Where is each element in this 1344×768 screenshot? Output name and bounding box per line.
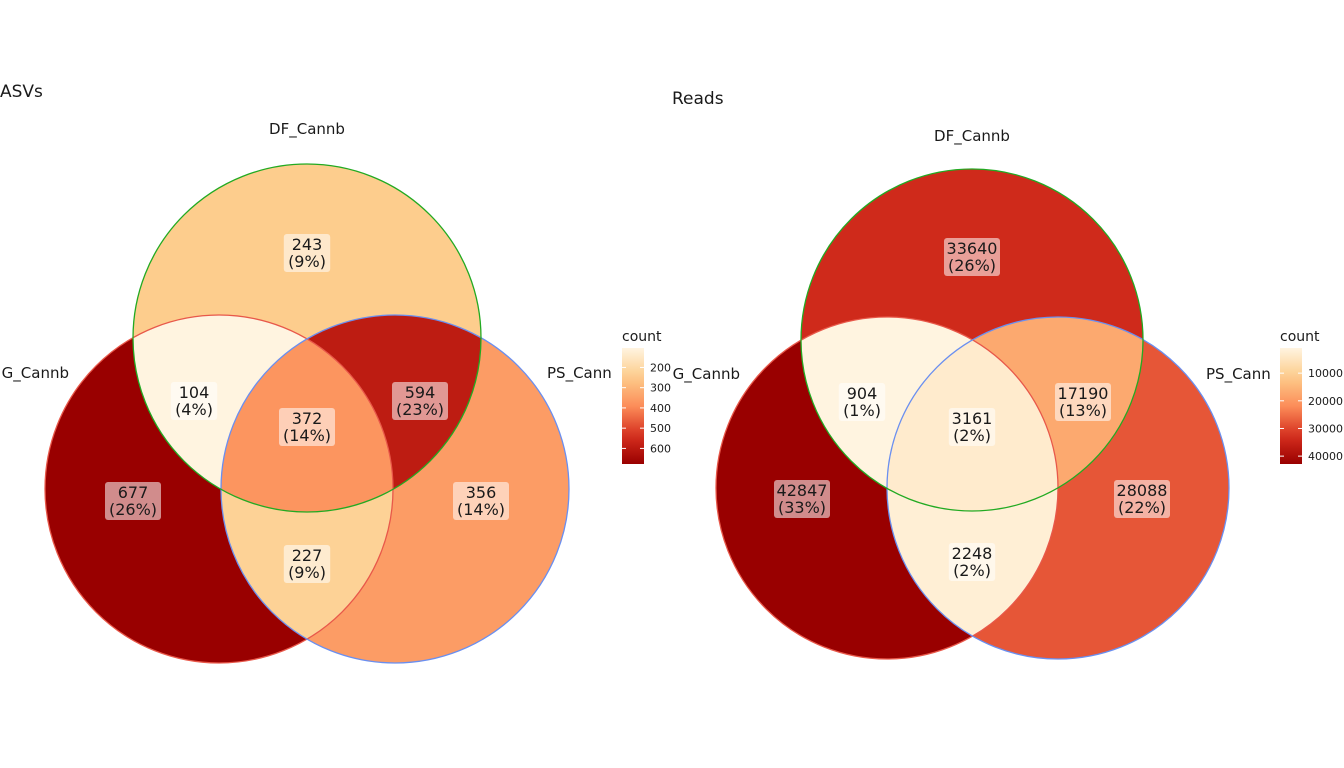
region-count: 677: [118, 483, 149, 502]
region-count: 904: [847, 384, 878, 403]
region-label-box: [1055, 383, 1111, 421]
set-label-g: G_Cannb: [2, 364, 69, 383]
region-label-box: [283, 545, 331, 583]
region-label-box: [283, 234, 331, 272]
region-label: 372(14%): [279, 408, 335, 446]
region-label-box: [948, 408, 996, 446]
region-label: 33640(26%): [944, 238, 1000, 276]
region-label-box: [105, 482, 161, 520]
region-count: 356: [466, 483, 497, 502]
region-percent: (33%): [778, 498, 826, 517]
region-count: 28088: [1117, 481, 1168, 500]
legend-colorbar: [622, 348, 644, 464]
region-percent: (22%): [1118, 498, 1166, 517]
set-label-g: G_Cannb: [673, 365, 740, 384]
region-count: 42847: [777, 481, 828, 500]
legend-tick-label: 500: [650, 422, 671, 435]
region-label: 243(9%): [283, 234, 331, 272]
region-label-box: [948, 543, 996, 581]
region-percent: (2%): [953, 426, 991, 445]
region-label: 356(14%): [453, 482, 509, 520]
chart-title: ASVs: [0, 82, 43, 102]
region-count: 104: [179, 383, 210, 402]
region-label: 677(26%): [105, 482, 161, 520]
region-percent: (1%): [843, 401, 881, 420]
region-label-box: [453, 482, 509, 520]
region-label: 28088(22%): [1114, 480, 1170, 518]
set-label-ps: PS_Cann: [1206, 365, 1271, 384]
region-label: 594(23%): [392, 382, 448, 420]
region-count: 17190: [1058, 384, 1109, 403]
region-percent: (26%): [948, 256, 996, 275]
region-count: 2248: [952, 544, 993, 563]
set-label-ps: PS_Cann: [547, 364, 612, 383]
region-percent: (2%): [953, 561, 991, 580]
legend-tick-label: 10000: [1308, 367, 1343, 380]
region-label-box: [774, 480, 830, 518]
region-percent: (14%): [283, 426, 331, 445]
region-percent: (9%): [288, 252, 326, 271]
legend-tick-label: 30000: [1308, 422, 1343, 435]
legend-tick-label: 400: [650, 402, 671, 415]
legend-colorbar: [1280, 348, 1302, 464]
region-percent: (14%): [457, 500, 505, 519]
region-label: 3161(2%): [948, 408, 996, 446]
set-outline-df: [800, 168, 1144, 512]
region-count: 3161: [952, 409, 993, 428]
region-label: 104(4%): [170, 382, 218, 420]
region-label-box: [279, 408, 335, 446]
region-label: 2248(2%): [948, 543, 996, 581]
legend-title: count: [622, 329, 662, 345]
legend-tick-label: 200: [650, 361, 671, 374]
set-label-df: DF_Cannb: [934, 127, 1010, 146]
region-percent: (13%): [1059, 401, 1107, 420]
region-percent: (23%): [396, 400, 444, 419]
region-count: 227: [292, 546, 323, 565]
region-count: 594: [405, 383, 436, 402]
legend-tick-label: 40000: [1308, 450, 1343, 463]
region-count: 372: [292, 409, 323, 428]
legend-title: count: [1280, 329, 1320, 345]
region-count: 243: [292, 235, 323, 254]
legend-tick-label: 600: [650, 442, 671, 455]
region-label: 227(9%): [283, 545, 331, 583]
region-label-box: [944, 238, 1000, 276]
chart-title: Reads: [672, 89, 724, 109]
region-label-box: [1114, 480, 1170, 518]
region-label-box: [838, 383, 886, 421]
region-label: 904(1%): [838, 383, 886, 421]
region-percent: (9%): [288, 563, 326, 582]
region-count: 33640: [947, 239, 998, 258]
region-percent: (26%): [109, 500, 157, 519]
legend-tick-label: 300: [650, 382, 671, 395]
region-label: 42847(33%): [774, 480, 830, 518]
set-label-df: DF_Cannb: [269, 120, 345, 139]
legend-tick-label: 20000: [1308, 395, 1343, 408]
region-label-box: [392, 382, 448, 420]
region-label-box: [170, 382, 218, 420]
set-outline-df: [132, 163, 482, 513]
region-label: 17190(13%): [1055, 383, 1111, 421]
region-percent: (4%): [175, 400, 213, 419]
